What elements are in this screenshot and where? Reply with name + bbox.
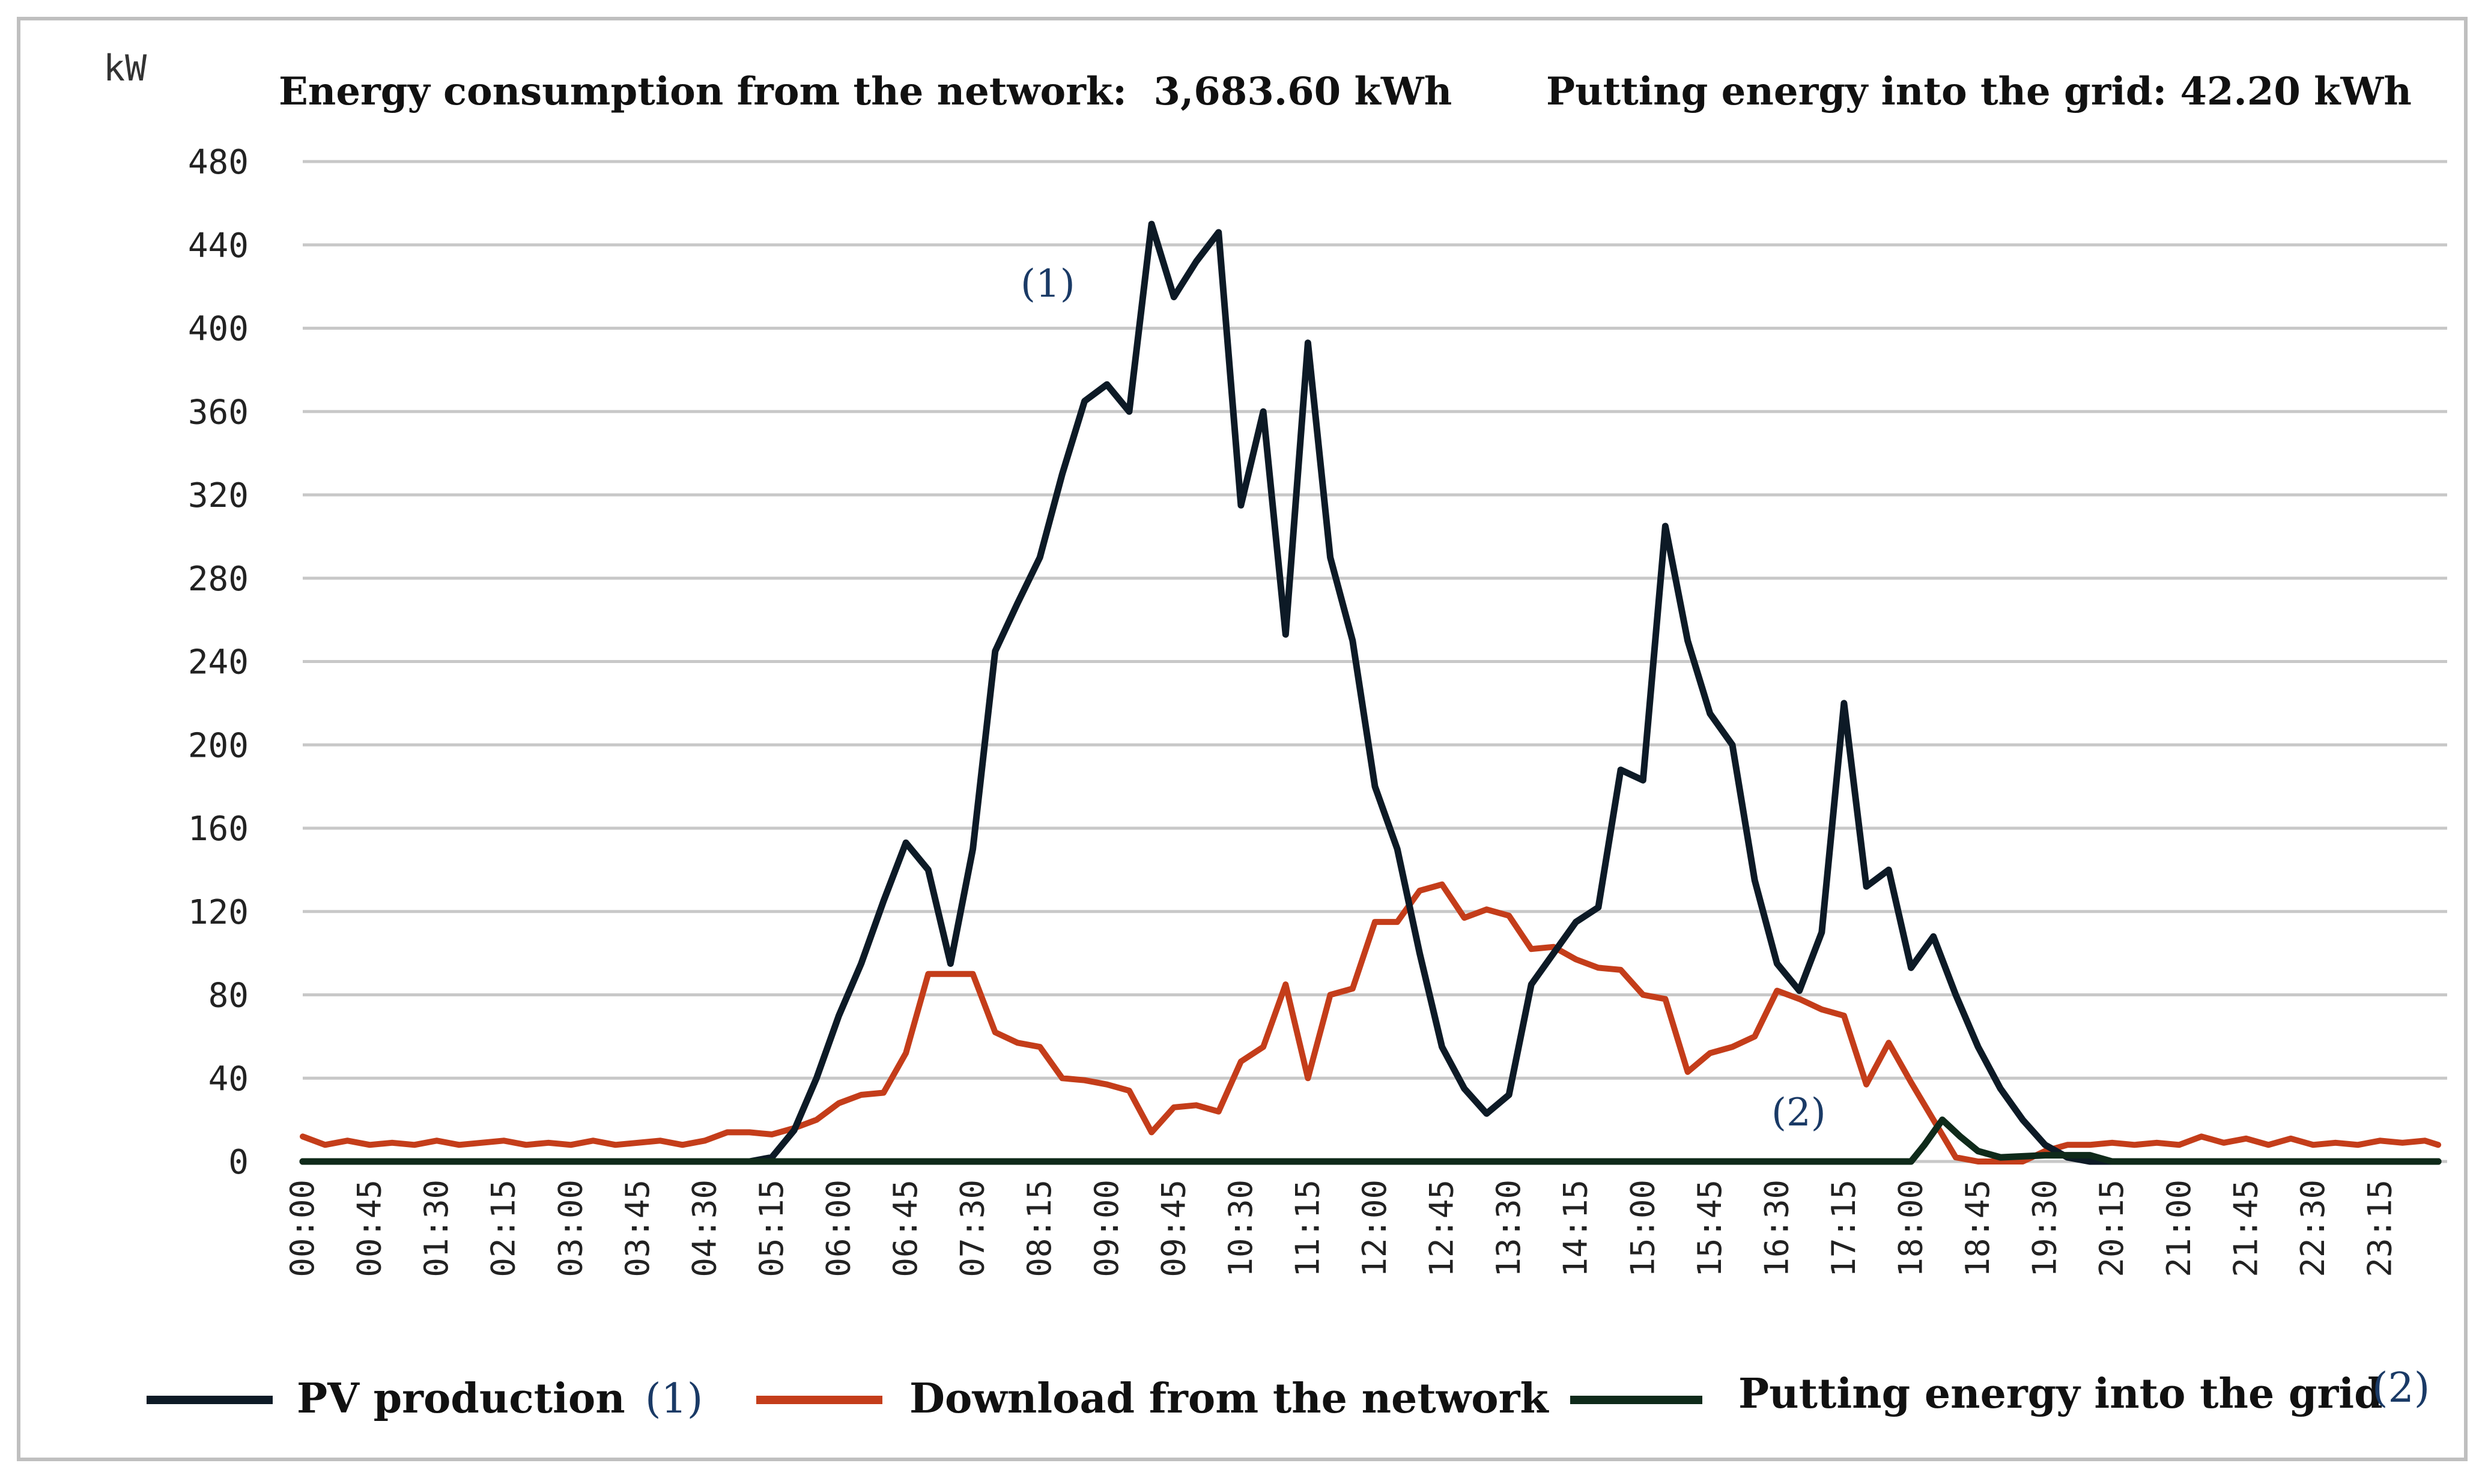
y-axis-label: kW [103, 47, 147, 89]
x-tick-label: 05:15 [753, 1180, 790, 1277]
series-lines [299, 220, 2442, 1165]
x-tick-label: 12:00 [1356, 1180, 1394, 1277]
y-tick-label: 400 [188, 310, 249, 349]
x-tick-label: 11:15 [1288, 1180, 1326, 1277]
y-tick-label: 120 [188, 893, 249, 932]
x-tick-label: 13:30 [1490, 1180, 1528, 1277]
y-tick-label: 480 [188, 143, 249, 182]
x-tick-label: 00:00 [284, 1180, 321, 1277]
y-tick-label: 80 [208, 977, 249, 1016]
x-tick-label: 06:00 [820, 1180, 858, 1277]
x-tick-label: 16:30 [1758, 1180, 1795, 1277]
x-tick-label: 04:30 [685, 1180, 723, 1277]
y-tick-label: 320 [188, 476, 249, 515]
y-tick-label: 440 [188, 226, 249, 265]
x-tick-label: 22:30 [2294, 1180, 2332, 1277]
x-tick-label: 10:30 [1222, 1180, 1260, 1277]
series-line-feed-in [299, 1116, 2442, 1165]
x-tick-label: 06:45 [887, 1180, 924, 1277]
series-line-pv-production [299, 220, 2442, 1165]
legend-marker-feed-in: (2) [2372, 1364, 2430, 1412]
x-tick-label: 15:00 [1624, 1180, 1661, 1277]
x-tick-labels: 00:00 00:45 01:30 02:15 03:00 03:45 04:30 05:15… [284, 1180, 2398, 1277]
y-tick-label: 360 [188, 393, 249, 432]
consumption-annotation: Energy consumption from the network: 3,6… [279, 69, 1452, 114]
x-tick-label: 23:15 [2361, 1180, 2398, 1277]
x-tick-label: 01:30 [417, 1180, 455, 1277]
x-tick-label: 03:00 [551, 1180, 589, 1277]
y-tick-label: 200 [188, 726, 249, 765]
legend-label-pv: PV production [297, 1375, 625, 1423]
y-tick-labels: 0 40 80 120 160 200 240 280 320 360 400 440 480 [188, 143, 249, 1182]
feed-in-annotation: Putting energy into the grid: 42.20 kWh [1546, 69, 2412, 114]
x-tick-label: 18:45 [1959, 1180, 1997, 1277]
x-tick-label: 09:00 [1088, 1180, 1126, 1277]
x-tick-label: 21:45 [2227, 1180, 2265, 1277]
x-tick-label: 18:00 [1892, 1180, 1930, 1277]
y-tick-label: 160 [188, 810, 249, 849]
legend: PV production (1) Download from the netw… [147, 1364, 2430, 1423]
grid-series-marker: (2) [1771, 1091, 1826, 1135]
y-tick-label: 40 [208, 1059, 249, 1098]
x-tick-label: 02:15 [485, 1180, 523, 1277]
y-tick-label: 0 [228, 1143, 249, 1182]
legend-label-feed-in: Putting energy into the grid [1738, 1370, 2383, 1418]
x-tick-label: 03:45 [619, 1180, 657, 1277]
x-tick-label: 09:45 [1154, 1180, 1192, 1277]
x-tick-label: 19:30 [2026, 1180, 2064, 1277]
y-tick-label: 240 [188, 643, 249, 682]
x-tick-label: 20:15 [2093, 1180, 2131, 1277]
x-tick-label: 12:45 [1423, 1180, 1461, 1277]
x-tick-label: 15:45 [1691, 1180, 1729, 1277]
legend-marker-pv: (1) [645, 1375, 703, 1423]
pv-series-marker: (1) [1021, 262, 1075, 306]
legend-label-download: Download from the network [909, 1375, 1549, 1423]
legend-item-download: Download from the network [756, 1375, 1549, 1423]
series-line-download [300, 881, 2442, 1164]
legend-item-feed-in: Putting energy into the grid (2) [1570, 1364, 2430, 1418]
chart-frame: 0 40 80 120 160 200 240 280 320 360 400 440 480 00:0… [17, 17, 2468, 1461]
x-tick-label: 14:15 [1557, 1180, 1595, 1277]
x-tick-label: 08:15 [1021, 1180, 1058, 1277]
gridlines [303, 160, 2447, 1163]
legend-item-pv-production: PV production (1) [147, 1375, 703, 1423]
y-tick-label: 280 [188, 560, 249, 599]
x-tick-label: 17:15 [1825, 1180, 1863, 1277]
x-tick-label: 00:45 [351, 1180, 389, 1277]
line-chart: 0 40 80 120 160 200 240 280 320 360 400 440 480 00:0… [103, 47, 2447, 1423]
x-tick-label: 07:30 [954, 1180, 992, 1277]
x-tick-label: 21:00 [2160, 1180, 2198, 1277]
